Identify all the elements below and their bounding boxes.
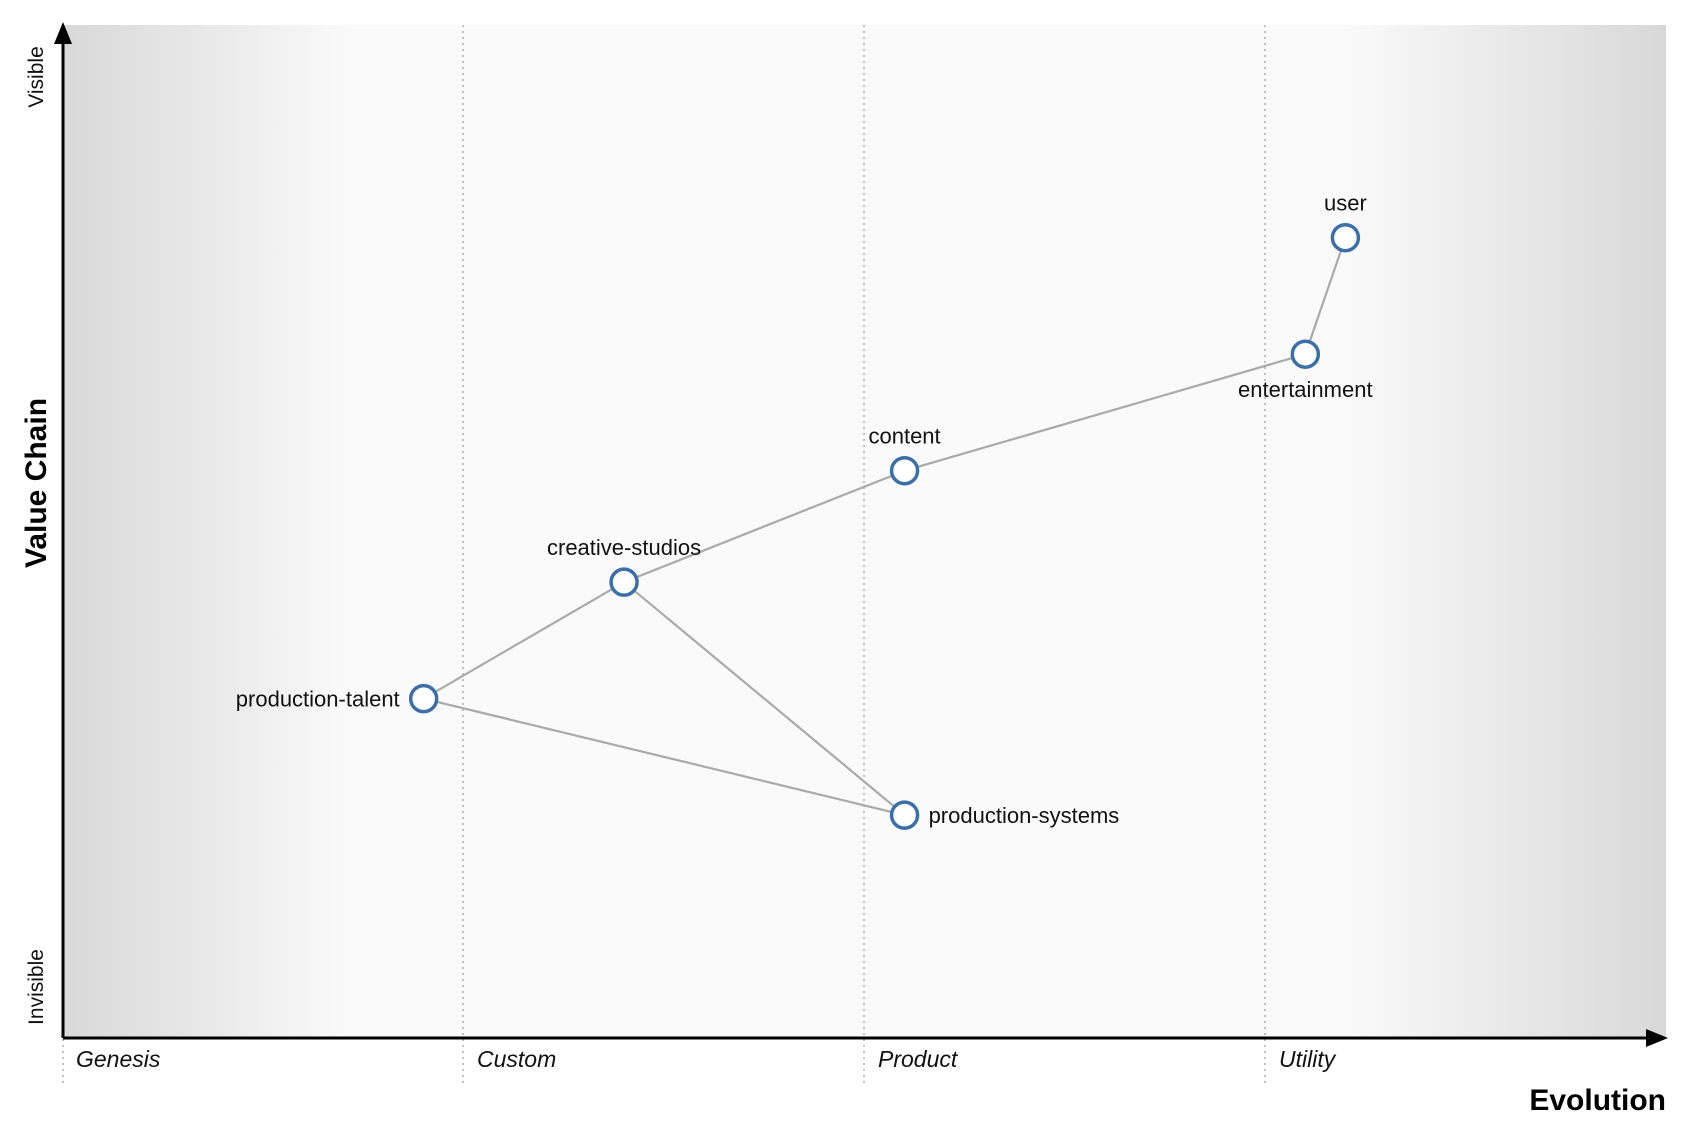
link-user-to-entertainment	[1304, 237, 1347, 355]
y-axis-arrow	[54, 22, 72, 44]
y-axis-top-label: Visible	[25, 46, 48, 107]
component-label: creative-studios	[547, 535, 701, 560]
component-node[interactable]	[1330, 222, 1361, 253]
component-node[interactable]	[408, 683, 439, 714]
component-production-talent[interactable]: production-talent	[236, 683, 439, 714]
component-content[interactable]: content	[868, 424, 941, 486]
component-user[interactable]: user	[1324, 191, 1367, 253]
component-label: entertainment	[1238, 377, 1373, 402]
stage-label-genesis: Genesis	[76, 1046, 161, 1072]
stage-label-utility: Utility	[1279, 1046, 1337, 1072]
component-label: production-systems	[929, 803, 1120, 828]
x-axis-arrow	[1646, 1029, 1668, 1047]
stage-label-custom: Custom	[477, 1046, 556, 1072]
component-label: content	[868, 424, 940, 449]
component-label: production-talent	[236, 687, 400, 712]
component-entertainment[interactable]: entertainment	[1238, 339, 1373, 402]
component-label: user	[1324, 191, 1367, 216]
link-entertainment-to-content	[904, 353, 1306, 472]
component-node[interactable]	[889, 800, 920, 830]
axes	[54, 22, 1668, 1047]
component-node[interactable]	[1290, 339, 1321, 369]
link-creative-studios-to-production-systems	[623, 581, 906, 816]
link-production-talent-to-production-systems	[423, 697, 905, 817]
links-layer	[423, 237, 1347, 817]
nodes-layer: user entertainment content creative-studios…	[236, 191, 1373, 830]
component-node[interactable]	[609, 567, 639, 597]
stage-label-product: Product	[878, 1046, 959, 1072]
link-creative-studios-to-production-talent	[423, 581, 625, 700]
component-creative-studios[interactable]: creative-studios	[547, 535, 701, 597]
y-axis-bottom-label: Invisible	[25, 949, 48, 1025]
y-axis-title: Value Chain	[20, 398, 53, 568]
x-axis-title: Evolution	[1529, 1084, 1666, 1117]
component-production-systems[interactable]: production-systems	[889, 800, 1120, 830]
component-node[interactable]	[889, 455, 920, 486]
link-content-to-creative-studios	[623, 469, 905, 584]
